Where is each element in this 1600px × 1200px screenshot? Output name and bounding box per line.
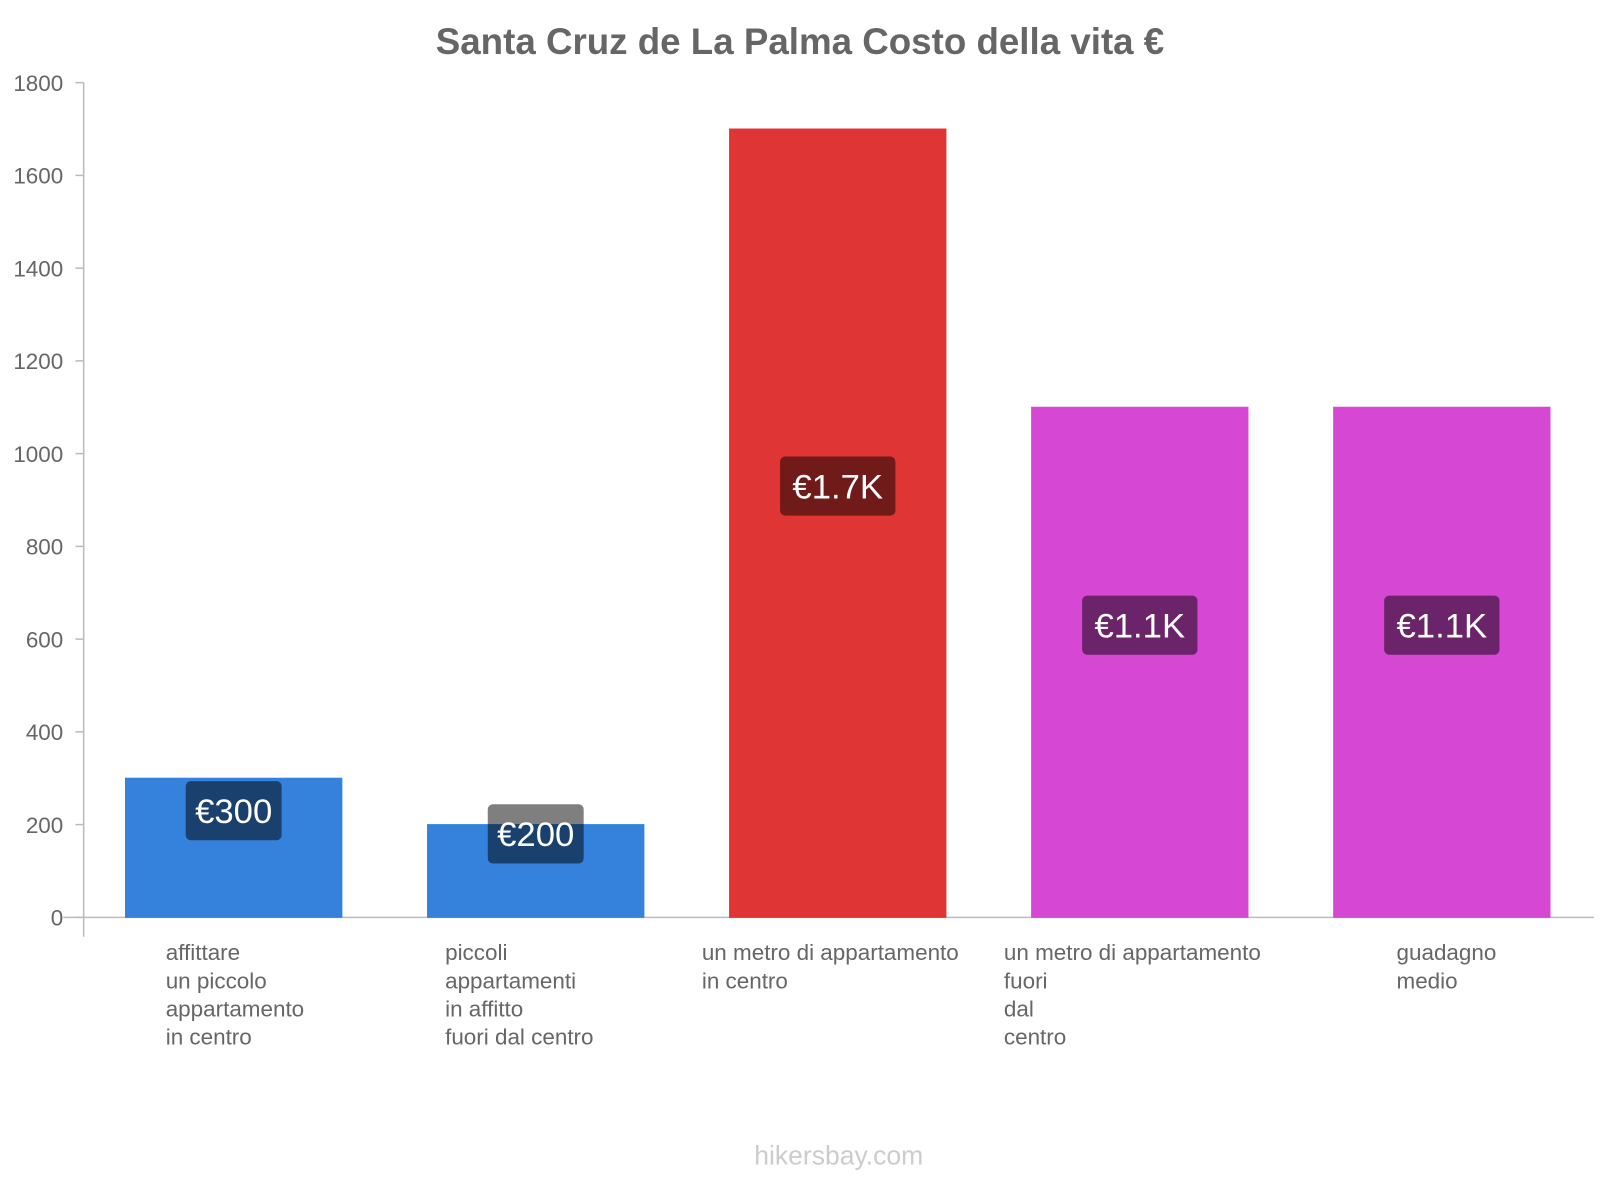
y-tick-label: 600	[26, 627, 63, 652]
data-label: €200	[497, 816, 574, 854]
watermark: hikersbay.com	[754, 1140, 923, 1170]
y-tick-label: 1400	[13, 256, 63, 281]
data-label-bg	[1082, 595, 1198, 655]
x-category-label: un metro di appartamento in centro	[702, 940, 959, 993]
x-category-label: affittare un piccolo appartamento in centro	[166, 940, 304, 1049]
x-category-label: un metro di appartamento fuori dal centro	[1004, 940, 1261, 1049]
bar	[1333, 406, 1551, 918]
data-label-bg	[780, 456, 896, 516]
bar	[1031, 406, 1249, 918]
y-tick-label: 1200	[13, 349, 63, 374]
x-category-label: piccoli appartamenti in affitto fuori dal c…	[445, 940, 593, 1049]
y-tick-label: 1800	[13, 71, 63, 96]
x-category-label: guadagno medio	[1397, 940, 1497, 993]
data-label-bg	[487, 804, 584, 864]
y-tick-label: 200	[26, 813, 63, 838]
data-label-bg	[1384, 595, 1500, 655]
data-label: €300	[195, 793, 272, 831]
y-tick-label: 1600	[13, 164, 63, 189]
data-label: €1.1K	[1094, 607, 1185, 645]
y-tick-label: 0	[51, 906, 63, 931]
data-label-bg	[185, 781, 282, 841]
y-tick-label: 1000	[13, 442, 63, 467]
bar	[729, 128, 947, 918]
chart-title: Santa Cruz de La Palma Costo della vita …	[436, 21, 1164, 62]
data-label: €1.1K	[1397, 607, 1488, 645]
data-label: €1.7K	[792, 468, 883, 506]
y-tick-label: 800	[26, 535, 63, 560]
y-tick-label: 400	[26, 720, 63, 745]
